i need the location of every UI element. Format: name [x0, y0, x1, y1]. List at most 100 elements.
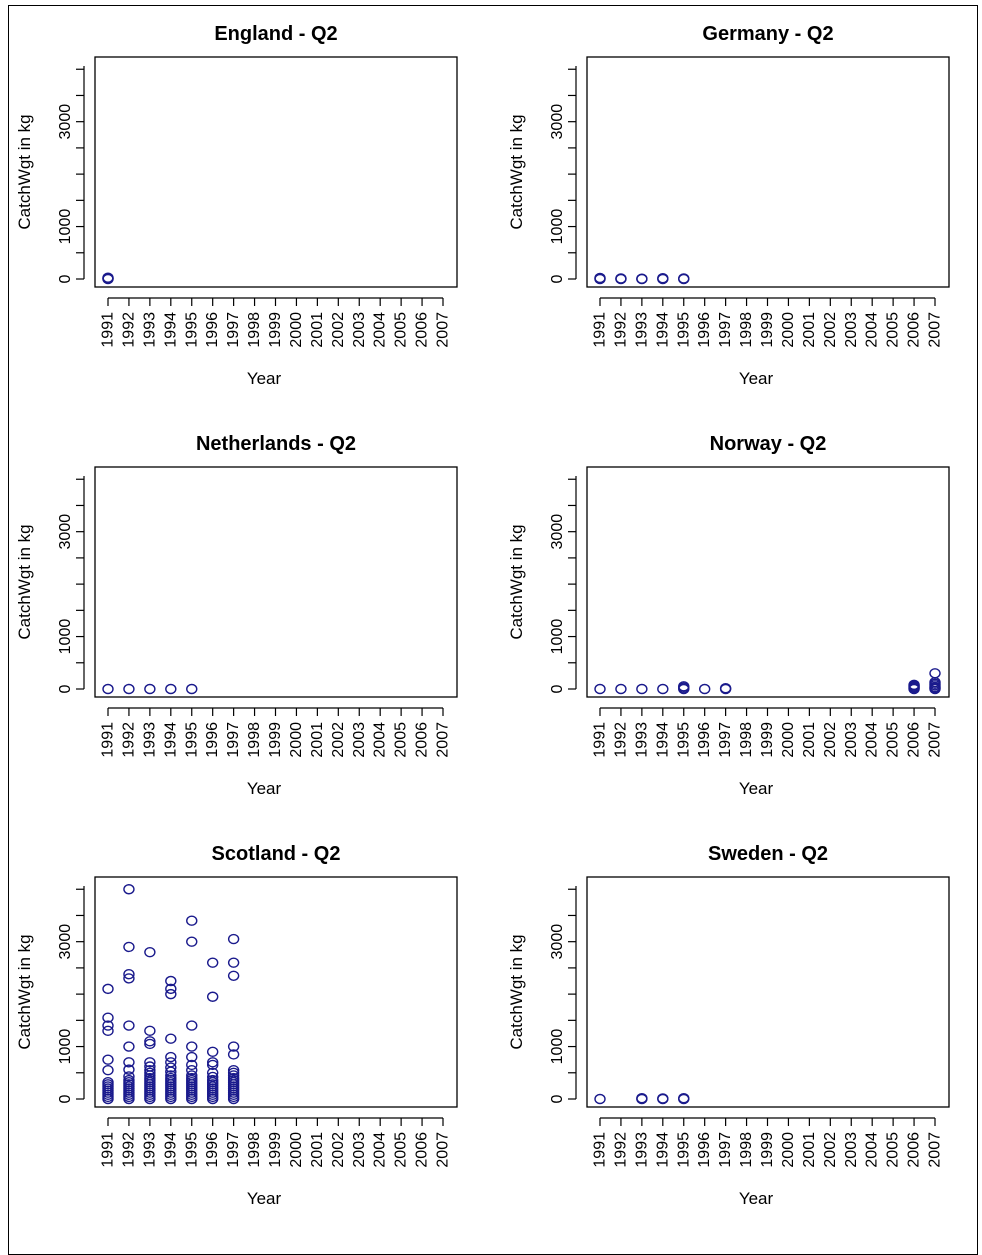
chart-title: Scotland - Q2: [212, 843, 341, 865]
plot-box: [94, 876, 458, 1108]
x-tick-label: 2005: [393, 312, 410, 348]
x-tick-label: 1995: [675, 1132, 692, 1168]
x-tick-label: 1993: [633, 1132, 650, 1168]
x-axis-label: Year: [247, 369, 282, 388]
x-tick-label: 2003: [843, 312, 860, 348]
x-tick-label: 2006: [414, 312, 431, 348]
x-tick-label: 1992: [120, 1132, 137, 1168]
x-tick-label: 1998: [738, 1132, 755, 1168]
data-point: [165, 683, 177, 695]
x-tick-label: 2004: [864, 312, 881, 348]
x-tick-label: 1998: [246, 312, 263, 348]
data-point: [102, 1025, 114, 1037]
x-tick-label: 1992: [120, 312, 137, 348]
panel-scotland: Scotland - Q2 0 1000 3000 CatchWgt in kg 1991…: [15, 843, 458, 1208]
x-tick-label: 1992: [612, 1132, 629, 1168]
data-point: [102, 1064, 114, 1076]
x-tick-label: 2003: [351, 722, 368, 758]
x-tick-label: 1994: [654, 1132, 671, 1168]
data-point: [594, 272, 606, 284]
y-tick-label: 1000: [57, 209, 74, 245]
data-point: [186, 1070, 198, 1081]
x-tick-label: 2001: [309, 1132, 326, 1168]
x-tick-label: 2001: [309, 722, 326, 758]
data-point: [144, 1064, 156, 1076]
data-point: [636, 1093, 648, 1104]
chart-title: Netherlands - Q2: [196, 433, 356, 455]
x-tick-label: 1999: [759, 312, 776, 348]
data-point: [144, 1057, 156, 1068]
y-tick-label: 1000: [549, 209, 566, 245]
data-point: [186, 1051, 198, 1063]
x-tick-label: 1998: [738, 312, 755, 348]
x-tick-label: 1993: [141, 1132, 158, 1168]
y-tick-label: 0: [549, 1094, 566, 1103]
x-tick-label: 2007: [435, 722, 452, 758]
x-tick-label: 2002: [822, 312, 839, 348]
data-point: [123, 1064, 135, 1075]
plot-box: [94, 56, 458, 288]
data-point: [144, 1025, 156, 1037]
x-tick-label: 2001: [801, 722, 818, 758]
chart-title: Norway - Q2: [710, 433, 827, 455]
y-axis-label: CatchWgt in kg: [15, 114, 34, 229]
data-point: [144, 1067, 156, 1078]
data-point: [144, 1038, 156, 1050]
data-point: [206, 1057, 219, 1068]
x-tick-label: 2005: [393, 1132, 410, 1168]
x-tick-label: 2005: [393, 722, 410, 758]
x-tick-label: 2003: [843, 722, 860, 758]
data-point: [206, 1067, 219, 1078]
data-point: [123, 1057, 135, 1068]
data-point: [719, 683, 732, 694]
y-tick-label: 3000: [549, 104, 566, 140]
x-tick-label: 1995: [183, 722, 200, 758]
data-point: [144, 1036, 156, 1047]
data-point: [165, 1070, 177, 1081]
y-tick-label: 3000: [57, 104, 74, 140]
x-tick-label: 2004: [864, 1132, 881, 1168]
data-point: [206, 1074, 219, 1086]
data-point: [186, 936, 198, 947]
data-point: [227, 970, 240, 981]
y-tick-label: 1000: [57, 1029, 74, 1065]
data-point: [186, 915, 198, 926]
x-tick-label: 1996: [204, 722, 221, 758]
x-tick-label: 1996: [696, 722, 713, 758]
data-point: [186, 1064, 198, 1076]
y-tick-label: 0: [549, 684, 566, 693]
data-point: [144, 1072, 156, 1084]
x-tick-label: 1994: [654, 722, 671, 758]
x-axis-label: Year: [247, 1189, 282, 1208]
x-tick-label: 2006: [414, 1132, 431, 1168]
data-point: [123, 1074, 135, 1086]
x-tick-label: 1992: [120, 722, 137, 758]
x-tick-label: 1997: [717, 312, 734, 348]
plot-box: [94, 466, 458, 698]
x-tick-label: 1991: [100, 1132, 117, 1168]
x-tick-label: 1995: [183, 312, 200, 348]
data-point: [636, 273, 648, 284]
x-tick-label: 1999: [267, 722, 284, 758]
y-axis-label: CatchWgt in kg: [15, 934, 34, 1049]
x-tick-label: 1994: [162, 312, 179, 348]
data-point: [615, 683, 627, 695]
data-point: [102, 1012, 114, 1023]
x-tick-label: 1995: [675, 722, 692, 758]
data-point: [678, 273, 690, 284]
data-point: [102, 272, 114, 283]
data-point: [186, 1072, 198, 1084]
data-point: [102, 1054, 114, 1065]
x-tick-label: 1998: [246, 1132, 263, 1168]
x-tick-label: 2004: [864, 722, 881, 758]
x-tick-label: 1996: [696, 1132, 713, 1168]
data-point: [929, 668, 941, 679]
x-tick-label: 2001: [309, 312, 326, 348]
x-tick-label: 1999: [267, 1132, 284, 1168]
data-point: [123, 1071, 135, 1082]
data-point: [123, 1041, 135, 1052]
x-tick-label: 1993: [141, 722, 158, 758]
